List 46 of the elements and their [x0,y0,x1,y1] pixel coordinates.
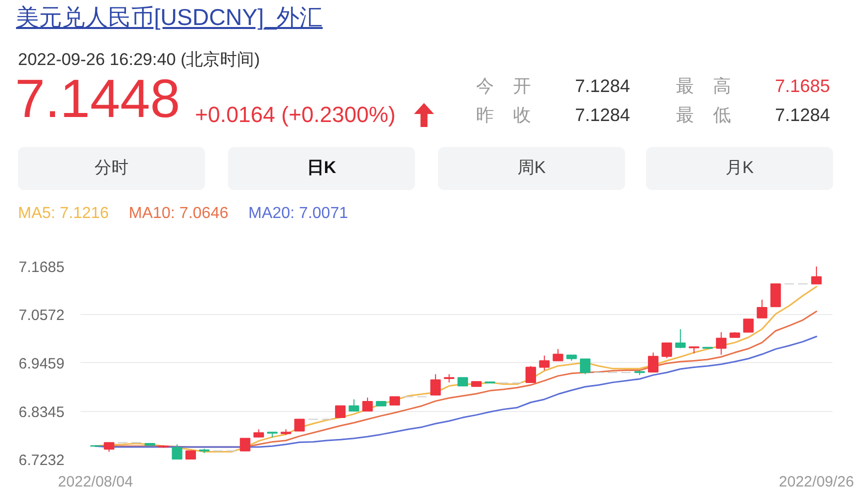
candlestick [743,318,754,333]
x-tick-label: 2022/09/26 [778,474,854,490]
chart-title: 美元兑人民币[USDCNY]_外汇 [16,4,323,32]
text: 7.1284 [575,105,630,126]
candlestick [756,299,768,318]
tab: 分时 [18,147,205,190]
candlestick [362,397,373,412]
text: MA10: 7.0646 [128,204,228,224]
y-tick-label: 6.8345 [18,404,65,421]
candlestick [716,332,726,356]
candlestick [104,442,114,452]
candlestick [539,355,550,371]
candlestick [526,365,536,383]
candlestick [430,374,441,396]
candlestick [240,438,250,452]
x-tick-label: 2022/08/04 [58,474,134,490]
candlestick [172,444,182,460]
text: 最 低 [676,105,732,126]
candlestick [552,348,564,362]
tab: 月K [646,147,833,190]
text: MA20: 7.0071 [248,204,348,224]
candlestick [811,266,822,284]
text: 7.1685 [775,76,830,97]
y-tick-label: 6.9459 [18,355,65,372]
text: 7.1284 [775,105,830,126]
candlestick [294,418,305,432]
text: +0.0164 (+0.2300%) [195,102,396,128]
text: MA5: 7.1216 [18,204,109,224]
candlestick [770,283,781,308]
y-tick-label: 6.7232 [18,452,65,469]
text: 7.1448 [15,69,180,129]
candlestick [580,358,590,375]
candlestick [335,405,346,418]
tab: 日K [228,147,415,190]
candlestick [348,398,360,412]
text: 最 高 [676,76,732,97]
text: 昨 收 [476,105,532,126]
candlestick [648,352,658,373]
text: 今 开 [476,76,532,97]
candlestick [662,342,672,359]
y-tick-label: 7.0572 [18,307,65,324]
text: 7.1284 [575,76,630,97]
candlestick [675,328,686,349]
tab: 周K [438,147,625,190]
chart-subtitle: 2022-09-26 16:29:40 (北京时间) [18,50,260,70]
y-tick-label: 7.1685 [18,259,65,276]
